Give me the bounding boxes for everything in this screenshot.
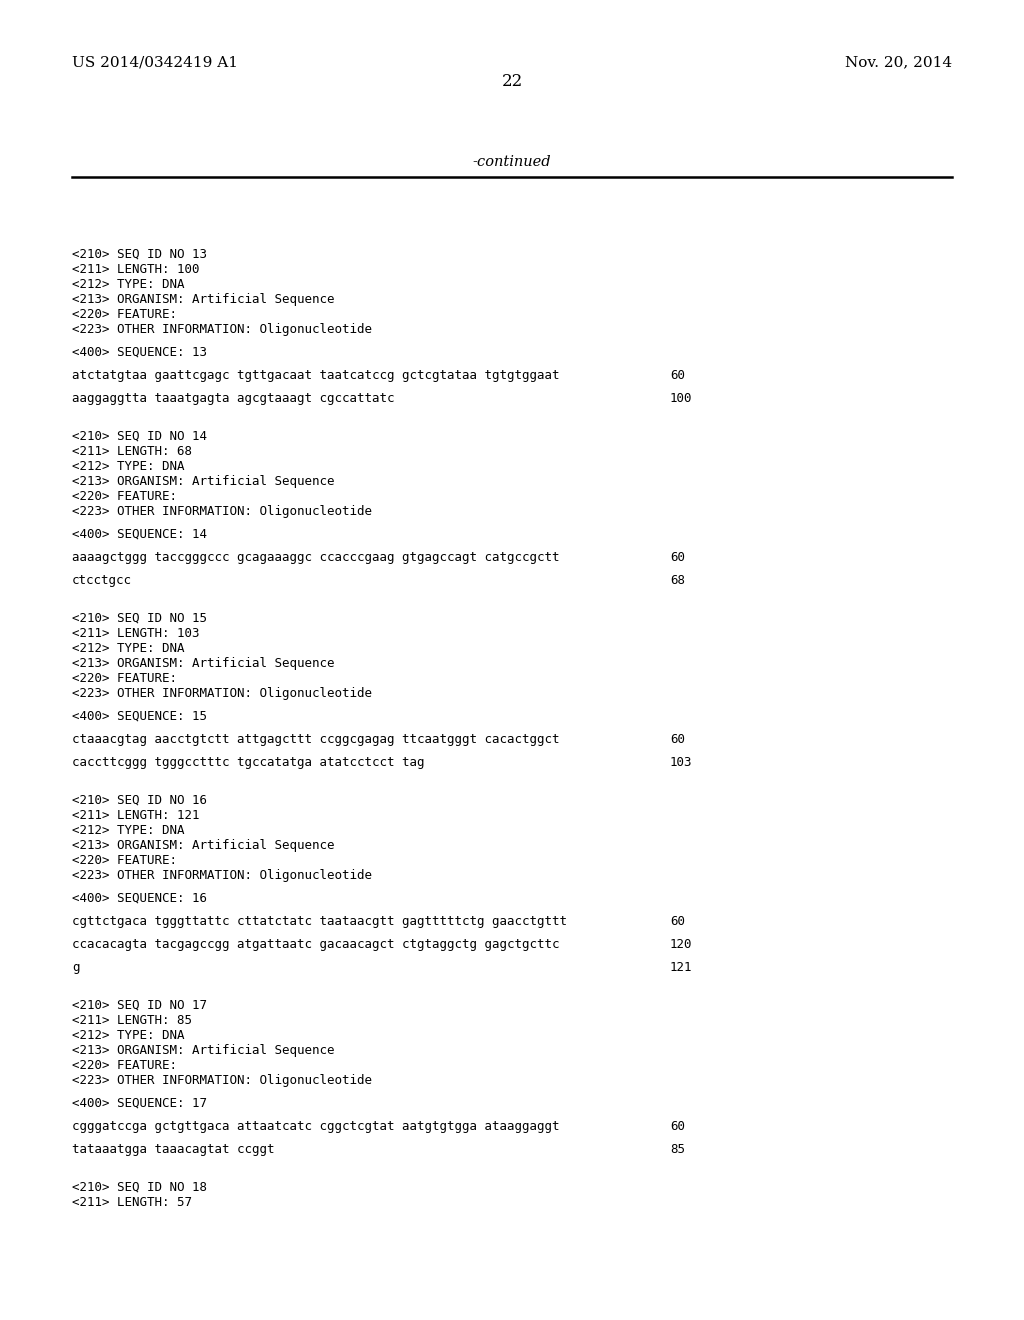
Text: tataaatgga taaacagtat ccggt: tataaatgga taaacagtat ccggt xyxy=(72,1143,274,1156)
Text: <213> ORGANISM: Artificial Sequence: <213> ORGANISM: Artificial Sequence xyxy=(72,293,335,306)
Text: <213> ORGANISM: Artificial Sequence: <213> ORGANISM: Artificial Sequence xyxy=(72,657,335,671)
Text: cgttctgaca tgggttattc cttatctatc taataacgtt gagtttttctg gaacctgttt: cgttctgaca tgggttattc cttatctatc taataac… xyxy=(72,915,567,928)
Text: -continued: -continued xyxy=(473,154,551,169)
Text: <213> ORGANISM: Artificial Sequence: <213> ORGANISM: Artificial Sequence xyxy=(72,1044,335,1057)
Text: <212> TYPE: DNA: <212> TYPE: DNA xyxy=(72,459,184,473)
Text: <210> SEQ ID NO 16: <210> SEQ ID NO 16 xyxy=(72,795,207,807)
Text: <211> LENGTH: 121: <211> LENGTH: 121 xyxy=(72,809,200,822)
Text: 60: 60 xyxy=(670,915,685,928)
Text: 85: 85 xyxy=(670,1143,685,1156)
Text: Nov. 20, 2014: Nov. 20, 2014 xyxy=(845,55,952,69)
Text: <212> TYPE: DNA: <212> TYPE: DNA xyxy=(72,279,184,290)
Text: 103: 103 xyxy=(670,756,692,770)
Text: <212> TYPE: DNA: <212> TYPE: DNA xyxy=(72,642,184,655)
Text: ccacacagta tacgagccgg atgattaatc gacaacagct ctgtaggctg gagctgcttc: ccacacagta tacgagccgg atgattaatc gacaaca… xyxy=(72,939,559,950)
Text: <223> OTHER INFORMATION: Oligonucleotide: <223> OTHER INFORMATION: Oligonucleotide xyxy=(72,506,372,517)
Text: <220> FEATURE:: <220> FEATURE: xyxy=(72,854,177,867)
Text: <211> LENGTH: 68: <211> LENGTH: 68 xyxy=(72,445,193,458)
Text: <400> SEQUENCE: 17: <400> SEQUENCE: 17 xyxy=(72,1097,207,1110)
Text: <213> ORGANISM: Artificial Sequence: <213> ORGANISM: Artificial Sequence xyxy=(72,840,335,851)
Text: 120: 120 xyxy=(670,939,692,950)
Text: caccttcggg tgggcctttc tgccatatga atatcctcct tag: caccttcggg tgggcctttc tgccatatga atatcct… xyxy=(72,756,425,770)
Text: <220> FEATURE:: <220> FEATURE: xyxy=(72,672,177,685)
Text: <400> SEQUENCE: 14: <400> SEQUENCE: 14 xyxy=(72,528,207,541)
Text: 60: 60 xyxy=(670,550,685,564)
Text: <223> OTHER INFORMATION: Oligonucleotide: <223> OTHER INFORMATION: Oligonucleotide xyxy=(72,323,372,337)
Text: aaaagctggg taccgggccc gcagaaaggc ccacccgaag gtgagccagt catgccgctt: aaaagctggg taccgggccc gcagaaaggc ccacccg… xyxy=(72,550,559,564)
Text: <211> LENGTH: 85: <211> LENGTH: 85 xyxy=(72,1014,193,1027)
Text: 60: 60 xyxy=(670,1119,685,1133)
Text: <223> OTHER INFORMATION: Oligonucleotide: <223> OTHER INFORMATION: Oligonucleotide xyxy=(72,869,372,882)
Text: <223> OTHER INFORMATION: Oligonucleotide: <223> OTHER INFORMATION: Oligonucleotide xyxy=(72,686,372,700)
Text: atctatgtaa gaattcgagc tgttgacaat taatcatccg gctcgtataa tgtgtggaat: atctatgtaa gaattcgagc tgttgacaat taatcat… xyxy=(72,370,559,381)
Text: 60: 60 xyxy=(670,370,685,381)
Text: <211> LENGTH: 100: <211> LENGTH: 100 xyxy=(72,263,200,276)
Text: <211> LENGTH: 103: <211> LENGTH: 103 xyxy=(72,627,200,640)
Text: <212> TYPE: DNA: <212> TYPE: DNA xyxy=(72,1030,184,1041)
Text: 121: 121 xyxy=(670,961,692,974)
Text: 100: 100 xyxy=(670,392,692,405)
Text: <210> SEQ ID NO 17: <210> SEQ ID NO 17 xyxy=(72,999,207,1012)
Text: US 2014/0342419 A1: US 2014/0342419 A1 xyxy=(72,55,238,69)
Text: 60: 60 xyxy=(670,733,685,746)
Text: <211> LENGTH: 57: <211> LENGTH: 57 xyxy=(72,1196,193,1209)
Text: aaggaggtta taaatgagta agcgtaaagt cgccattatc: aaggaggtta taaatgagta agcgtaaagt cgccatt… xyxy=(72,392,394,405)
Text: ctaaacgtag aacctgtctt attgagcttt ccggcgagag ttcaatgggt cacactggct: ctaaacgtag aacctgtctt attgagcttt ccggcga… xyxy=(72,733,559,746)
Text: <220> FEATURE:: <220> FEATURE: xyxy=(72,1059,177,1072)
Text: <400> SEQUENCE: 13: <400> SEQUENCE: 13 xyxy=(72,346,207,359)
Text: cgggatccga gctgttgaca attaatcatc cggctcgtat aatgtgtgga ataaggaggt: cgggatccga gctgttgaca attaatcatc cggctcg… xyxy=(72,1119,559,1133)
Text: g: g xyxy=(72,961,80,974)
Text: <210> SEQ ID NO 18: <210> SEQ ID NO 18 xyxy=(72,1181,207,1195)
Text: <220> FEATURE:: <220> FEATURE: xyxy=(72,308,177,321)
Text: <400> SEQUENCE: 16: <400> SEQUENCE: 16 xyxy=(72,892,207,906)
Text: ctcctgcc: ctcctgcc xyxy=(72,574,132,587)
Text: <210> SEQ ID NO 14: <210> SEQ ID NO 14 xyxy=(72,430,207,444)
Text: <210> SEQ ID NO 15: <210> SEQ ID NO 15 xyxy=(72,612,207,624)
Text: 22: 22 xyxy=(502,73,522,90)
Text: <223> OTHER INFORMATION: Oligonucleotide: <223> OTHER INFORMATION: Oligonucleotide xyxy=(72,1074,372,1086)
Text: 68: 68 xyxy=(670,574,685,587)
Text: <210> SEQ ID NO 13: <210> SEQ ID NO 13 xyxy=(72,248,207,261)
Text: <213> ORGANISM: Artificial Sequence: <213> ORGANISM: Artificial Sequence xyxy=(72,475,335,488)
Text: <212> TYPE: DNA: <212> TYPE: DNA xyxy=(72,824,184,837)
Text: <400> SEQUENCE: 15: <400> SEQUENCE: 15 xyxy=(72,710,207,723)
Text: <220> FEATURE:: <220> FEATURE: xyxy=(72,490,177,503)
